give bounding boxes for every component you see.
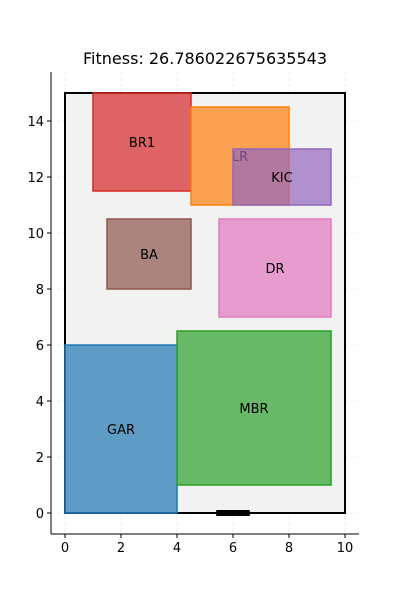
room-dr: DR	[218, 218, 332, 318]
room-rect-br1	[92, 92, 192, 192]
y-tick-label: 8	[36, 283, 44, 298]
x-tick-label: 6	[229, 541, 237, 556]
y-tick-label: 12	[27, 171, 44, 186]
room-label-br1: BR1	[129, 136, 155, 151]
x-tick-label: 0	[61, 541, 69, 556]
x-tick-label: 2	[117, 541, 125, 556]
room-gar: GAR	[64, 344, 178, 514]
room-rect-dr	[218, 218, 332, 318]
room-rect-ba	[106, 218, 192, 290]
y-tick-label: 6	[36, 339, 44, 354]
room-label-gar: GAR	[107, 423, 135, 438]
x-tick-label: 10	[337, 541, 354, 556]
room-rect-gar	[64, 344, 178, 514]
x-tick-label: 4	[173, 541, 181, 556]
room-label-mbr: MBR	[239, 402, 268, 417]
room-label-ba: BA	[140, 248, 158, 263]
room-label-dr: DR	[265, 262, 284, 277]
y-tick-label: 4	[36, 395, 44, 410]
room-rect-kic	[232, 148, 332, 206]
room-br1: BR1	[92, 92, 192, 192]
y-tick-label: 2	[36, 451, 44, 466]
x-tick-label: 8	[285, 541, 293, 556]
y-tick-label: 0	[36, 507, 44, 522]
axes: 0 2 4 6 8 10 0 2 4 6 8 10 12 14	[27, 72, 359, 556]
chart-title: Fitness: 26.786022675635543	[83, 49, 327, 68]
room-label-kic: KIC	[271, 171, 292, 186]
y-tick-label: 14	[27, 115, 44, 130]
rooms-layer: GARMBRDRBABR1LRKIC	[64, 92, 332, 514]
room-kic: KIC	[232, 148, 332, 206]
room-ba: BA	[106, 218, 192, 290]
room-rect-mbr	[176, 330, 332, 486]
y-tick-label: 10	[27, 227, 44, 242]
room-mbr: MBR	[176, 330, 332, 486]
